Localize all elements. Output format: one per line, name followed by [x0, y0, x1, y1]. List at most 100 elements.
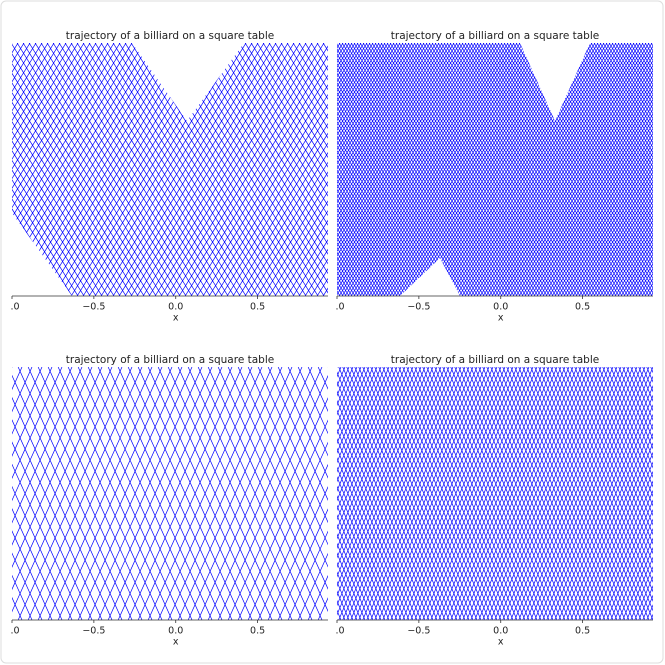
trajectory-segment	[12, 43, 49, 102]
trajectory-segment	[605, 219, 653, 296]
trajectory-segment	[12, 179, 85, 296]
trajectory-segment	[256, 181, 328, 296]
trajectory-segment	[337, 184, 407, 296]
trajectory-segment	[12, 367, 53, 457]
trajectory-segment	[354, 367, 462, 620]
trajectory-segment	[337, 77, 473, 296]
trajectory-segment	[365, 43, 524, 296]
trajectory-segment	[614, 43, 653, 105]
trajectory-segment	[446, 367, 554, 620]
trajectory-segment	[337, 116, 449, 296]
trajectory-segment	[12, 43, 43, 93]
trajectory-segment	[12, 43, 169, 296]
trajectory-segment	[545, 43, 653, 217]
trajectory-segment	[337, 140, 434, 296]
trajectory-segment	[482, 367, 590, 620]
trajectory-segment	[58, 43, 217, 296]
trajectory-segment	[337, 188, 404, 296]
trajectory-segment	[118, 43, 277, 296]
trajectory-segment	[226, 43, 328, 207]
trajectory-segment	[608, 224, 653, 296]
trajectory-segment	[337, 466, 402, 620]
trajectory-segment	[590, 195, 653, 296]
trajectory-segment	[297, 367, 328, 435]
trajectory-segment	[590, 367, 653, 517]
trajectory-segment	[337, 237, 374, 296]
trajectory-segment	[337, 43, 395, 136]
trajectory-segment	[538, 367, 646, 620]
trajectory-segment	[274, 210, 328, 296]
trajectory-segment	[476, 43, 635, 296]
trajectory-segment	[394, 367, 502, 620]
trajectory-segment	[157, 367, 273, 620]
x-tick-label: 0.0	[493, 626, 508, 637]
trajectory-segment	[599, 210, 653, 296]
trajectory-segment	[548, 43, 653, 212]
trajectory-segment	[337, 367, 382, 473]
trajectory-segment	[337, 193, 401, 296]
trajectory-segment	[12, 43, 91, 170]
trajectory-segment	[410, 43, 569, 296]
trajectory-segment	[390, 367, 498, 620]
trajectory-segment	[578, 176, 653, 296]
trajectory-segment	[52, 43, 211, 296]
trajectory-segment	[337, 409, 426, 620]
trajectory-segment	[337, 232, 377, 296]
trajectory-segment	[12, 43, 79, 151]
trajectory-segment	[620, 243, 653, 296]
trajectory-segment	[12, 367, 33, 413]
trajectory-segment	[438, 367, 546, 620]
trajectory-segment	[207, 367, 323, 620]
trajectory-segment	[506, 43, 653, 279]
trajectory-segment	[404, 43, 563, 296]
trajectory-segment	[422, 367, 530, 620]
trajectory-segment	[337, 82, 470, 296]
trajectory-segment	[12, 43, 73, 141]
trajectory-segment	[371, 43, 530, 296]
x-tick-label: .0	[10, 626, 19, 637]
trajectory-segment	[187, 367, 303, 620]
trajectory-segment	[503, 43, 653, 284]
trajectory-segment	[337, 155, 425, 296]
trajectory-segment	[634, 367, 653, 412]
trajectory-segment	[602, 43, 653, 125]
trajectory-segment	[337, 101, 458, 296]
trajectory-segment	[449, 43, 608, 296]
trajectory-segment	[12, 140, 109, 296]
trajectory-segment	[337, 514, 382, 620]
trajectory-segment	[455, 43, 614, 296]
trajectory-segment	[337, 476, 398, 620]
trajectory-segment	[337, 561, 362, 620]
trajectory-segment	[208, 43, 328, 236]
trajectory-segment	[450, 367, 558, 620]
trajectory-segment	[614, 367, 653, 459]
trajectory-segment	[413, 43, 572, 296]
trajectory-segment	[617, 43, 653, 100]
trajectory-segment	[197, 367, 313, 620]
trajectory-segment	[297, 552, 328, 620]
trajectory-segment	[550, 367, 653, 612]
trajectory-segment	[608, 43, 653, 115]
trajectory-segment	[268, 43, 328, 139]
trajectory-segment	[341, 43, 500, 296]
trajectory-segment	[534, 367, 642, 620]
trajectory-segment	[602, 214, 653, 296]
trajectory-segment	[440, 43, 599, 296]
trajectory-segment	[337, 552, 366, 620]
trajectory-segment	[454, 367, 562, 620]
trajectory-segment	[401, 43, 560, 296]
trajectory-segment	[430, 367, 538, 620]
trajectory-segment	[470, 367, 578, 620]
trajectory-segment	[422, 43, 581, 296]
trajectory-segment	[386, 43, 545, 296]
trajectory-segment	[214, 43, 328, 226]
empty-region	[12, 213, 72, 296]
trajectory-segment	[554, 367, 653, 602]
trajectory-segment	[368, 43, 527, 296]
x-tick-label: 0.5	[575, 302, 590, 313]
trajectory-segment	[22, 43, 181, 296]
trajectory-segment	[286, 43, 328, 110]
trajectory-segment	[425, 43, 584, 296]
trajectory-segment	[262, 190, 328, 296]
empty-region	[520, 43, 590, 121]
